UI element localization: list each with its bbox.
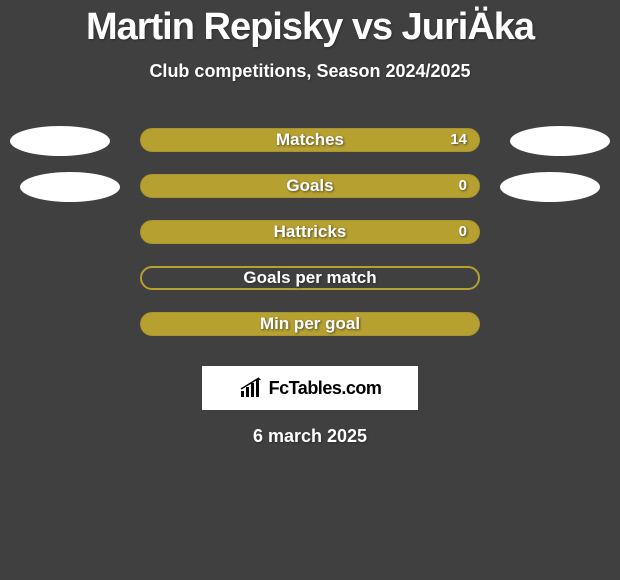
stat-bar: Matches 14 bbox=[140, 128, 480, 152]
stat-bar: Min per goal bbox=[140, 312, 480, 336]
stat-label: Hattricks bbox=[274, 222, 347, 242]
stat-label: Min per goal bbox=[260, 314, 360, 334]
branding-text: FcTables.com bbox=[269, 378, 382, 399]
player-left-marker bbox=[20, 172, 120, 202]
stat-bar: Goals per match bbox=[140, 266, 480, 290]
stat-row-goals: Goals 0 bbox=[0, 172, 620, 218]
stat-label: Goals bbox=[286, 176, 333, 196]
stat-value: 14 bbox=[450, 131, 467, 148]
stat-bar: Goals 0 bbox=[140, 174, 480, 198]
stat-value: 0 bbox=[459, 223, 467, 240]
bar-chart-icon bbox=[239, 377, 265, 399]
stat-row-min-per-goal: Min per goal bbox=[0, 310, 620, 356]
stat-label: Matches bbox=[276, 130, 344, 150]
stat-row-goals-per-match: Goals per match bbox=[0, 264, 620, 310]
player-left-marker bbox=[10, 126, 110, 156]
stat-rows: Matches 14 Goals 0 Hattricks 0 Goals per… bbox=[0, 126, 620, 356]
player-right-marker bbox=[500, 172, 600, 202]
stat-label: Goals per match bbox=[243, 268, 376, 288]
stat-bar: Hattricks 0 bbox=[140, 220, 480, 244]
date-label: 6 march 2025 bbox=[0, 426, 620, 447]
page-title: Martin Repisky vs JuriÄka bbox=[0, 0, 620, 49]
stat-row-hattricks: Hattricks 0 bbox=[0, 218, 620, 264]
stat-value: 0 bbox=[459, 177, 467, 194]
player-right-marker bbox=[510, 126, 610, 156]
branding-badge: FcTables.com bbox=[202, 366, 418, 410]
subtitle: Club competitions, Season 2024/2025 bbox=[0, 61, 620, 82]
stat-row-matches: Matches 14 bbox=[0, 126, 620, 172]
